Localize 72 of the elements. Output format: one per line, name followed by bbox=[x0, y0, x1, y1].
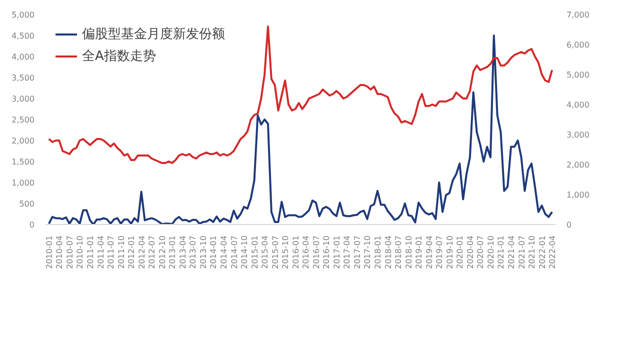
legend-label: 偏股型基金月度新发份额 bbox=[82, 26, 225, 43]
x-tick-label: 2011-07 bbox=[106, 235, 116, 269]
x-tick-label: 2017-01 bbox=[332, 235, 342, 269]
x-tick-label: 2018-04 bbox=[384, 235, 393, 269]
x-tick-label: 2013-01 bbox=[168, 235, 178, 269]
x-tick-label: 2021-10 bbox=[528, 235, 537, 269]
x-tick-label: 2010-10 bbox=[76, 235, 85, 269]
y2-tick-label: 6,000 bbox=[566, 40, 590, 50]
x-tick-label: 2014-04 bbox=[219, 235, 228, 269]
y-tick-label: 1,500 bbox=[12, 158, 35, 166]
x-tick-label: 2021-04 bbox=[507, 235, 516, 269]
x-tick-label: 2015-07 bbox=[270, 235, 280, 269]
x-tick-label: 2017-07 bbox=[352, 235, 362, 269]
x-tick-label: 2021-01 bbox=[496, 235, 506, 269]
x-tick-label: 2016-04 bbox=[302, 235, 311, 269]
y2-tick-label: 7,000 bbox=[566, 10, 590, 20]
x-tick-label: 2010-07 bbox=[65, 235, 74, 269]
x-tick-label: 2016-01 bbox=[291, 235, 300, 269]
x-tick-label: 2013-10 bbox=[198, 235, 208, 269]
x-tick-label: 2013-07 bbox=[188, 235, 198, 269]
y-tick-label: 5,000 bbox=[12, 10, 35, 20]
x-tick-label: 2019-04 bbox=[424, 235, 434, 269]
y2-tick-label: 1,000 bbox=[566, 190, 590, 200]
x-tick-label: 2011-10 bbox=[116, 235, 126, 269]
x-tick-label: 2017-04 bbox=[342, 235, 352, 269]
legend-label: 全A指数走势 bbox=[82, 48, 156, 65]
x-tick-label: 2018-07 bbox=[394, 235, 404, 269]
y2-tick-label: 5,000 bbox=[566, 70, 590, 80]
x-tick-label: 2015-04 bbox=[260, 235, 270, 269]
x-tick-label: 2010-04 bbox=[55, 235, 64, 269]
x-tick-label: 2012-04 bbox=[137, 235, 146, 269]
x-tick-label: 2020-04 bbox=[466, 235, 475, 269]
x-tick-label: 2015-01 bbox=[250, 235, 260, 269]
y-tick-label: 500 bbox=[19, 200, 35, 208]
line-series bbox=[48, 26, 554, 164]
x-tick-label: 2015-10 bbox=[281, 235, 290, 269]
x-tick-label: 2020-07 bbox=[476, 235, 486, 269]
x-tick-label: 2012-10 bbox=[158, 235, 167, 269]
x-tick-label: 2018-10 bbox=[404, 235, 414, 269]
x-tick-label: 2017-10 bbox=[363, 235, 372, 269]
x-tick-label: 2018-01 bbox=[374, 235, 383, 269]
y-tick-label: 0 bbox=[29, 220, 35, 230]
y-tick-label: 2,000 bbox=[12, 136, 35, 146]
x-tick-label: 2014-10 bbox=[240, 235, 250, 269]
y2-tick-label: 0 bbox=[566, 220, 572, 230]
y2-tick-label: 4,000 bbox=[566, 100, 590, 110]
x-tick-label: 2014-01 bbox=[209, 235, 218, 269]
x-tick-label: 2011-01 bbox=[86, 235, 95, 269]
x-tick-label: 2013-04 bbox=[178, 235, 188, 269]
x-tick-label: 2019-10 bbox=[445, 235, 454, 269]
x-tick-label: 2020-01 bbox=[456, 235, 465, 269]
x-tick-label: 2021-07 bbox=[517, 235, 526, 269]
x-tick-label: 2016-10 bbox=[322, 235, 332, 269]
y-tick-label: 4,500 bbox=[12, 32, 35, 40]
x-tick-label: 2016-07 bbox=[312, 235, 321, 269]
x-tick-label: 2022-04 bbox=[548, 235, 558, 269]
x-tick-label: 2010-01 bbox=[44, 235, 54, 269]
y-tick-label: 4,000 bbox=[12, 52, 35, 62]
y-tick-label: 1,000 bbox=[12, 178, 35, 188]
x-tick-label: 2011-04 bbox=[96, 235, 106, 269]
x-tick-label: 2012-01 bbox=[127, 235, 136, 269]
x-tick-label: 2019-07 bbox=[435, 235, 444, 269]
x-tick-label: 2022-01 bbox=[538, 235, 547, 269]
y-tick-label: 3,000 bbox=[12, 94, 35, 104]
x-tick-label: 2014-07 bbox=[230, 235, 239, 269]
x-tick-label: 2020-10 bbox=[486, 235, 496, 269]
y2-tick-label: 2,000 bbox=[566, 160, 590, 170]
x-tick-label: 2019-01 bbox=[414, 235, 424, 269]
y-tick-label: 3,500 bbox=[12, 74, 35, 82]
y-tick-label: 2,500 bbox=[12, 116, 35, 124]
y2-tick-label: 3,000 bbox=[566, 130, 590, 140]
x-tick-label: 2012-07 bbox=[148, 235, 157, 269]
